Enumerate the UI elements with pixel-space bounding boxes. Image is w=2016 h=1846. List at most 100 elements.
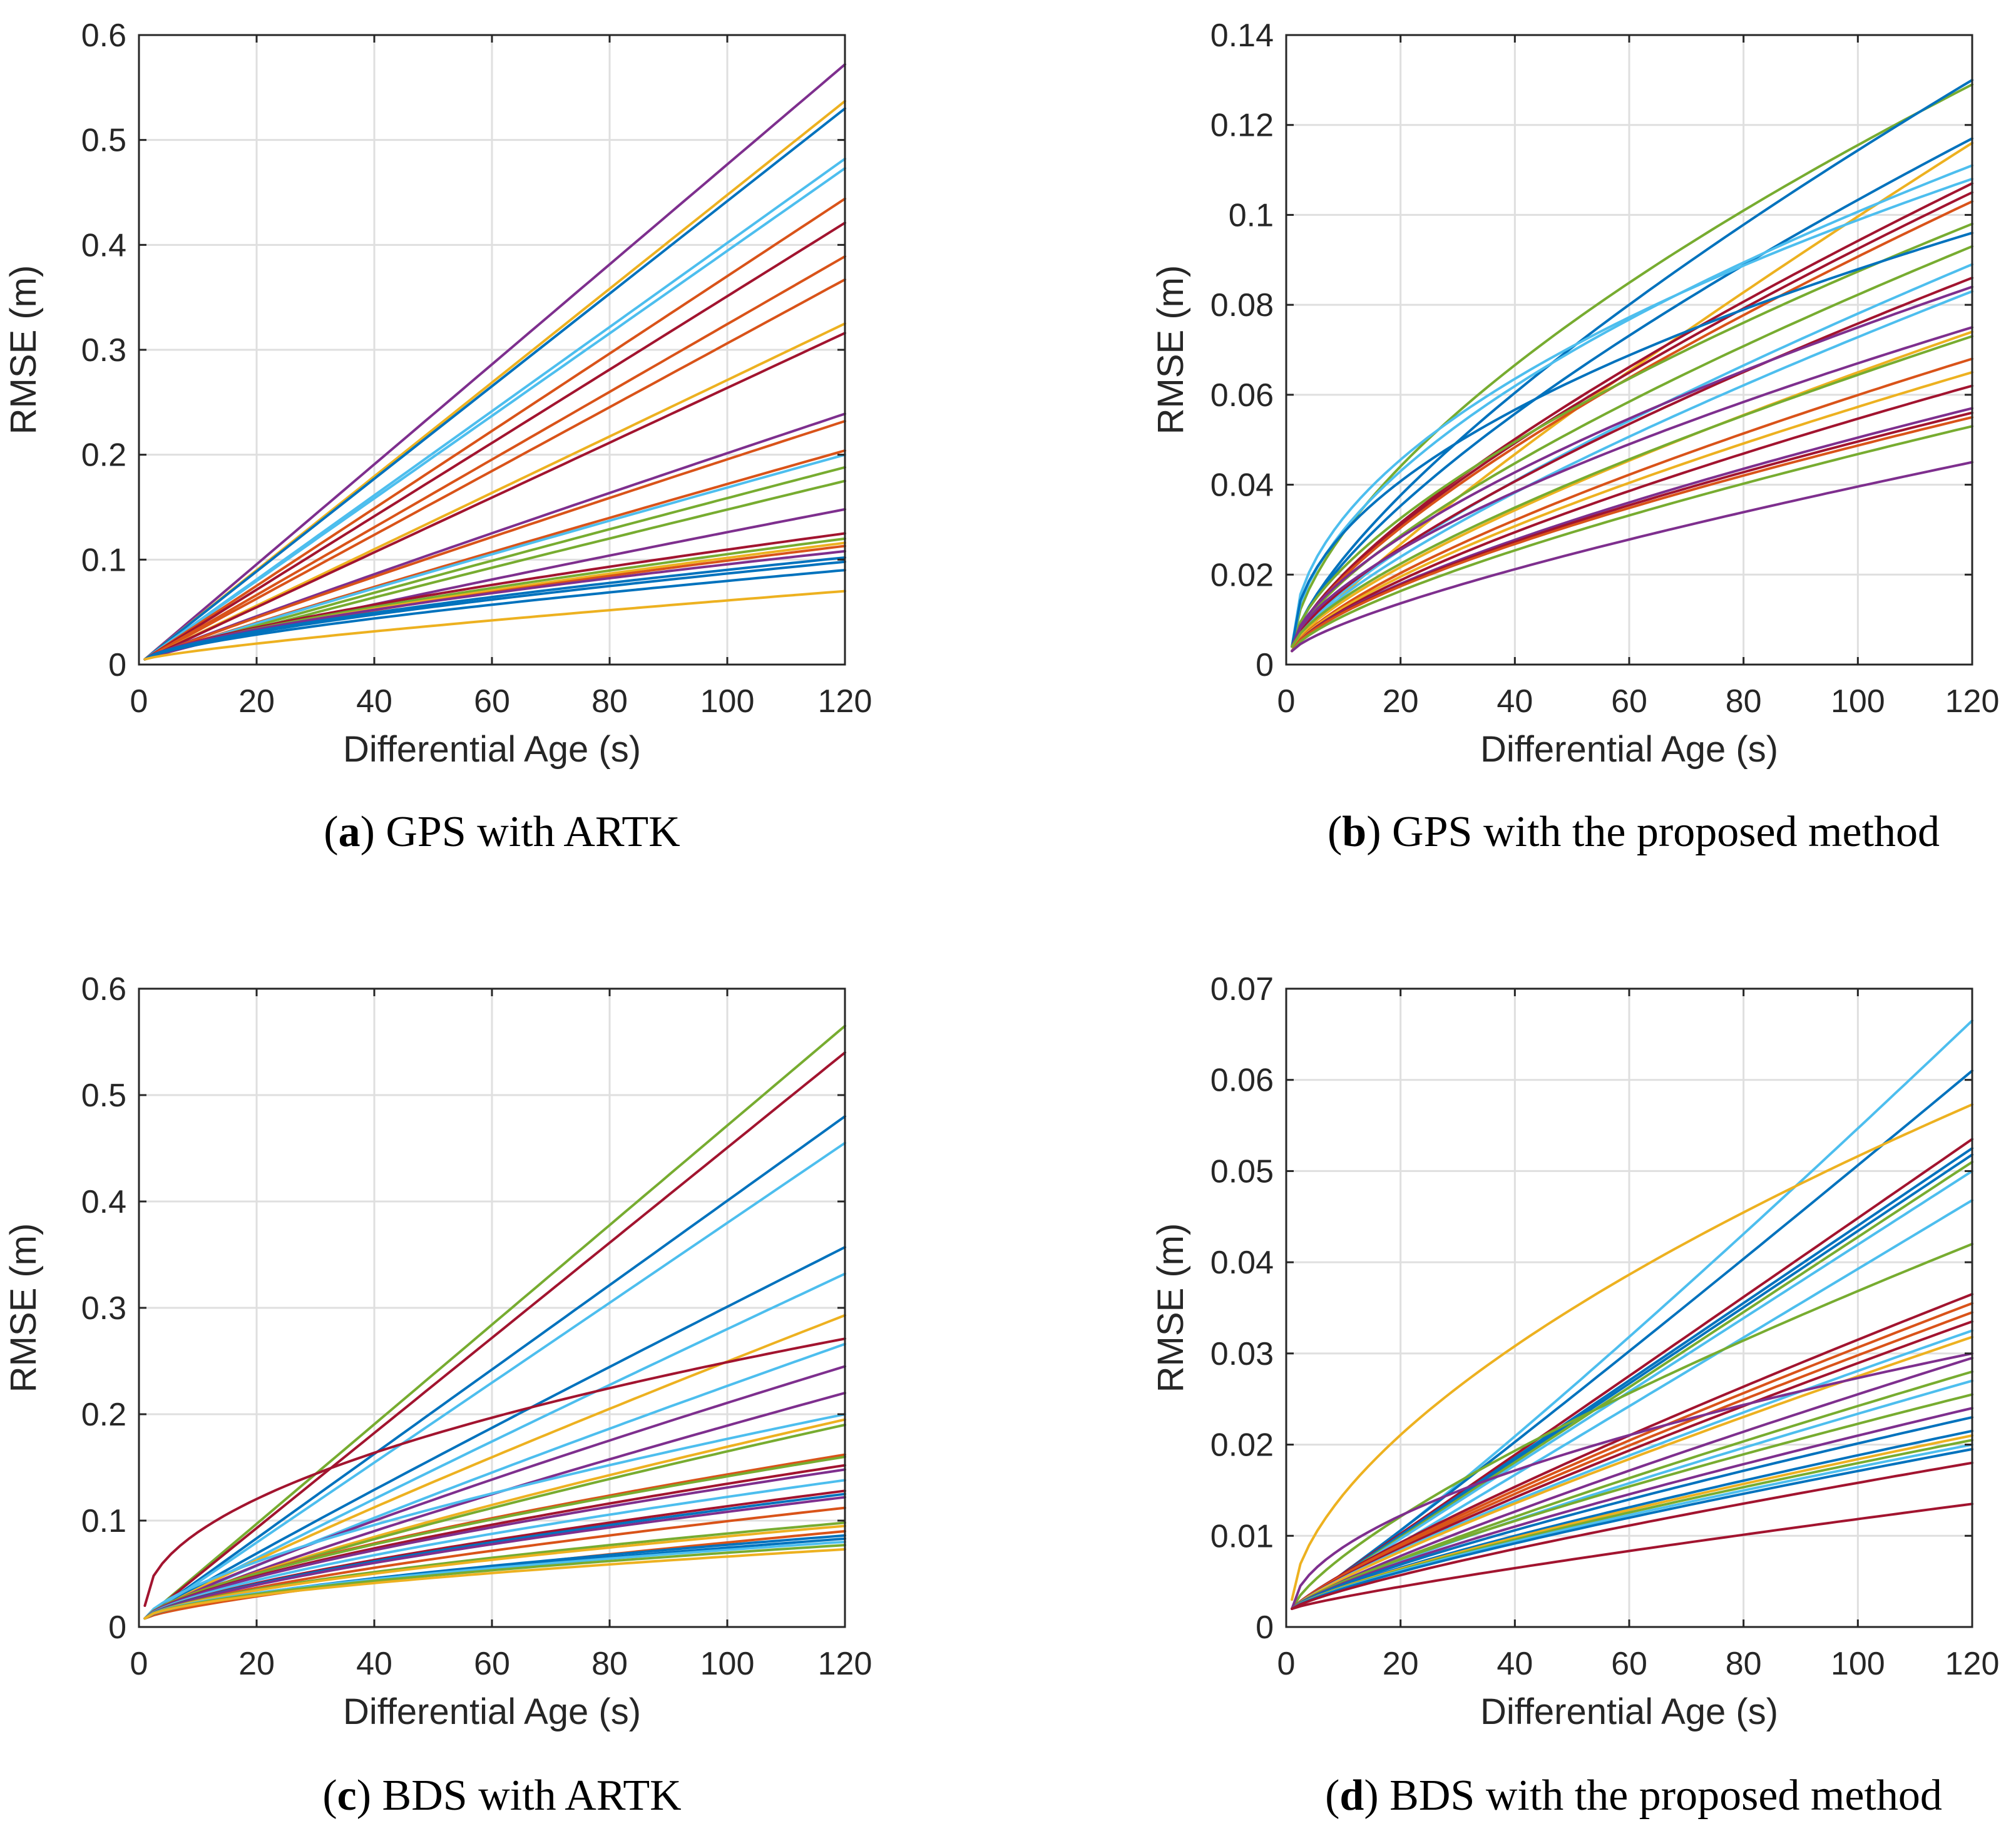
x-tick-label: 20 <box>1383 1646 1419 1682</box>
caption-paren-close: ) <box>357 1772 371 1820</box>
y-tick-label: 0.07 <box>1210 971 1274 1007</box>
series-line-19 <box>1291 335 1973 648</box>
caption-text: GPS with the proposed method <box>1381 808 1940 856</box>
series-line-4 <box>143 1141 846 1620</box>
series-line-12 <box>1291 1302 1973 1610</box>
x-tick-label: 60 <box>474 683 510 720</box>
x-tick-label: 0 <box>130 1646 148 1682</box>
series-line-4 <box>143 157 846 661</box>
x-tick-label: 40 <box>356 683 392 720</box>
series-line-7 <box>1291 182 1973 648</box>
y-axis-label: RMSE (m) <box>1150 265 1191 435</box>
series-line-19 <box>143 532 846 661</box>
series-line-8 <box>143 255 846 661</box>
caption-text: BDS with the proposed method <box>1379 1772 1942 1820</box>
series-line-15 <box>1291 285 1973 648</box>
series-line-7 <box>143 222 846 661</box>
x-tick-label: 80 <box>1726 683 1762 720</box>
chart-panel-c: 0 20 40 60 80 100 120 0 0.1 0.2 0.3 0.4 0.5 0.6 Differ… <box>3 971 872 1820</box>
series-line-2 <box>143 1051 846 1620</box>
x-tick-label: 60 <box>1611 1646 1647 1682</box>
y-tick-label: 0.08 <box>1210 287 1274 324</box>
x-tick-label: 40 <box>356 1646 392 1682</box>
x-tick-label: 120 <box>818 683 872 720</box>
y-tick-label: 0.4 <box>81 1184 126 1220</box>
y-tick-label: 0.03 <box>1210 1336 1274 1372</box>
series-line-1 <box>1291 83 1973 648</box>
series-line-30 <box>1291 1502 1973 1610</box>
series-line-5 <box>1291 164 1973 648</box>
figure-caption: (a) GPS with ARTK <box>324 808 680 856</box>
series-line-16 <box>143 1456 846 1620</box>
series-line-1 <box>143 1024 846 1620</box>
y-tick-label: 0 <box>108 1609 126 1646</box>
figure-caption: (d) BDS with the proposed method <box>1325 1772 1942 1820</box>
series-line-4 <box>1291 1138 1973 1610</box>
caption-letter: d <box>1339 1772 1364 1820</box>
x-tick-label: 40 <box>1497 683 1533 720</box>
series-line-14 <box>1291 1320 1973 1610</box>
series-line-1 <box>143 63 846 661</box>
y-tick-label: 0.3 <box>81 332 126 369</box>
series-line-25 <box>143 560 846 661</box>
series-line-13 <box>143 420 846 661</box>
figure-caption: (c) BDS with ARTK <box>322 1772 681 1820</box>
y-tick-label: 0.1 <box>81 542 126 578</box>
x-tick-label: 0 <box>1277 1646 1296 1682</box>
series-line-15 <box>143 453 846 661</box>
series-line-23 <box>143 1506 846 1620</box>
series-line-10 <box>143 1365 846 1620</box>
series-line-31 <box>143 1548 846 1620</box>
series-line-8 <box>143 1337 846 1607</box>
caption-paren-open: ( <box>322 1772 337 1820</box>
caption-text: GPS with ARTK <box>375 808 680 856</box>
y-tick-label: 0.4 <box>81 227 126 263</box>
caption-paren-open: ( <box>1325 1772 1339 1820</box>
x-tick-label: 0 <box>130 683 148 720</box>
x-tick-label: 20 <box>1383 683 1419 720</box>
caption-paren-close: ) <box>1364 1772 1378 1820</box>
y-tick-label: 0.12 <box>1210 108 1274 144</box>
series-line-26 <box>1291 425 1973 653</box>
chart-panel-a: 0 20 40 60 80 100 120 0 0.1 0.2 0.3 0.4 0.5 0.6 Differ… <box>3 18 872 856</box>
series-line-16 <box>1291 1335 1973 1610</box>
series-line-6 <box>143 197 846 661</box>
caption-paren-close: ) <box>1366 808 1381 856</box>
y-tick-label: 0.05 <box>1210 1153 1274 1190</box>
x-tick-label: 80 <box>591 683 628 720</box>
y-tick-label: 0.02 <box>1210 557 1274 593</box>
y-tick-label: 0.02 <box>1210 1427 1274 1464</box>
series-line-3 <box>143 1115 846 1620</box>
y-tick-label: 0.1 <box>81 1503 126 1539</box>
series-line-23 <box>143 549 846 661</box>
figure-caption: (b) GPS with the proposed method <box>1328 808 1940 856</box>
y-tick-label: 0.06 <box>1210 1063 1274 1099</box>
series-line-20 <box>1291 1379 1973 1610</box>
x-tick-label: 100 <box>1831 1646 1885 1682</box>
y-axis-label: RMSE (m) <box>3 265 44 435</box>
series-line-10 <box>1291 222 1973 648</box>
y-tick-label: 0.3 <box>81 1290 126 1327</box>
series-line-3 <box>1291 1103 1973 1601</box>
x-tick-label: 120 <box>1945 1646 2000 1682</box>
series-line-25 <box>1291 416 1973 653</box>
y-tick-label: 0.5 <box>81 123 126 159</box>
y-tick-label: 0.6 <box>81 18 126 54</box>
x-axis-label: Differential Age (s) <box>343 1691 641 1732</box>
y-tick-label: 0.6 <box>81 971 126 1007</box>
caption-letter: c <box>337 1772 357 1820</box>
series-line-29 <box>1291 1461 1973 1610</box>
series-line-12 <box>143 412 846 661</box>
y-tick-label: 0.2 <box>81 1397 126 1433</box>
series-line-4 <box>1291 141 1973 653</box>
y-tick-label: 0 <box>1256 1609 1274 1646</box>
caption-paren-close: ) <box>361 808 375 856</box>
series-line-16 <box>1291 290 1973 648</box>
x-tick-label: 100 <box>700 1646 755 1682</box>
x-tick-label: 40 <box>1497 1646 1533 1682</box>
x-axis-label: Differential Age (s) <box>343 729 641 770</box>
series-line-18 <box>143 1468 846 1620</box>
x-tick-label: 80 <box>591 1646 628 1682</box>
x-axis-label: Differential Age (s) <box>1480 1691 1778 1732</box>
